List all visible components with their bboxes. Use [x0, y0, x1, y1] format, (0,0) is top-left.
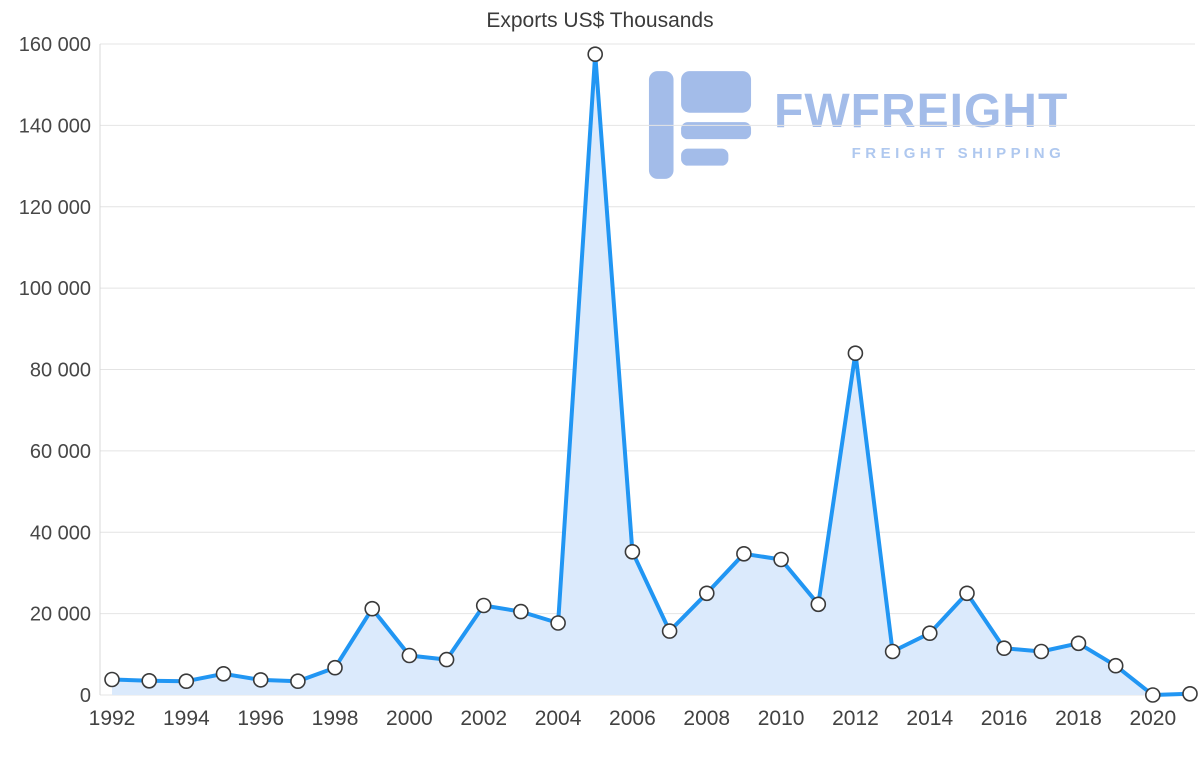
data-point-marker[interactable]: [290, 673, 306, 690]
x-tick-label: 2018: [1055, 707, 1102, 730]
x-tick-label: 2002: [460, 707, 507, 730]
x-tick-label: 2020: [1129, 707, 1176, 730]
data-point-marker[interactable]: [1070, 635, 1087, 652]
x-tick-label: 2000: [386, 707, 433, 730]
data-point-marker[interactable]: [1033, 643, 1050, 660]
watermark-tagline: FREIGHT SHIPPING: [851, 145, 1066, 162]
data-point-marker[interactable]: [736, 545, 752, 562]
y-tick-label: 120 000: [19, 197, 91, 219]
y-tick-label: 40 000: [30, 522, 91, 544]
data-point-marker[interactable]: [1145, 687, 1161, 703]
watermark-text: FWFREIGHT FREIGHT SHIPPING: [774, 85, 1069, 163]
data-point-marker[interactable]: [587, 46, 604, 63]
x-tick-label: 1998: [312, 707, 359, 730]
chart-title: Exports US$ Thousands: [486, 9, 714, 32]
y-tick-label: 60 000: [30, 441, 91, 463]
x-tick-label: 2004: [535, 707, 582, 730]
data-point-marker[interactable]: [847, 345, 864, 362]
y-tick-label: 80 000: [30, 360, 91, 382]
x-tick-label: 2006: [609, 707, 656, 730]
data-point-marker[interactable]: [513, 603, 529, 620]
data-point-marker[interactable]: [550, 615, 566, 631]
y-tick-label: 140 000: [19, 115, 91, 137]
data-point-marker[interactable]: [1182, 685, 1198, 702]
data-point-marker[interactable]: [104, 671, 120, 688]
data-point-marker[interactable]: [364, 600, 381, 617]
x-tick-label: 2008: [683, 707, 730, 730]
y-tick-label: 20 000: [30, 604, 91, 626]
data-point-marker[interactable]: [215, 665, 232, 682]
data-point-marker[interactable]: [661, 623, 678, 639]
y-tick-label: 0: [80, 685, 91, 707]
data-point-marker[interactable]: [438, 651, 455, 668]
data-point-marker[interactable]: [773, 551, 789, 568]
y-tick-label: 160 000: [19, 34, 91, 56]
x-tick-label: 2010: [758, 707, 805, 730]
watermark-brand: FWFREIGHT: [774, 85, 1069, 138]
watermark: FWFREIGHT FREIGHT SHIPPING: [648, 66, 1068, 184]
data-point-marker[interactable]: [884, 643, 901, 660]
data-point-marker[interactable]: [252, 672, 269, 688]
data-point-marker[interactable]: [921, 625, 938, 642]
data-point-marker[interactable]: [1107, 657, 1124, 674]
area-fill: [112, 54, 1190, 695]
data-point-marker[interactable]: [475, 597, 492, 614]
fwfreight-logo-icon: [648, 71, 752, 179]
data-point-marker[interactable]: [327, 659, 343, 676]
data-point-marker[interactable]: [178, 673, 195, 690]
data-point-marker[interactable]: [996, 640, 1012, 657]
data-point-marker[interactable]: [698, 585, 715, 602]
data-point-marker[interactable]: [401, 647, 418, 664]
data-point-marker[interactable]: [959, 585, 975, 602]
data-point-marker[interactable]: [141, 672, 157, 689]
x-tick-label: 2012: [832, 707, 879, 730]
x-tick-label: 2014: [906, 707, 953, 730]
y-tick-label: 100 000: [19, 278, 91, 300]
x-tick-label: 1996: [237, 707, 284, 730]
data-point-marker[interactable]: [624, 543, 641, 560]
x-tick-label: 1992: [89, 707, 136, 730]
x-tick-label: 2016: [981, 707, 1028, 730]
data-point-marker[interactable]: [810, 596, 827, 613]
x-tick-label: 1994: [163, 707, 210, 730]
